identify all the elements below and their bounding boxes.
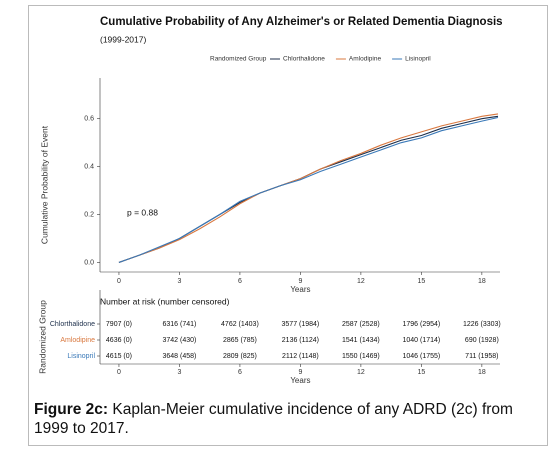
risk-cell: 3742 (430) [163,337,197,344]
risk-cell: 4762 (1403) [221,321,259,328]
risk-x-tick-label: 6 [238,369,242,376]
risk-cell: 711 (1958) [465,353,498,360]
risk-cell: 1226 (3303) [463,321,501,328]
risk-cell: 1046 (1755) [402,353,440,360]
risk-x-tick-label: 0 [117,369,121,376]
legend-label: Lisinopril [405,56,431,63]
risk-cell: 2112 (1148) [282,353,319,360]
risk-cell: 3648 (458) [163,353,197,360]
legend-label: Chlorthalidone [283,56,325,63]
curve [118,116,499,263]
x-tick-label: 6 [238,278,242,285]
risk-x-tick-label: 12 [357,369,365,376]
y-tick-label: 0.6 [84,116,94,123]
risk-cell: 1040 (1714) [402,337,440,344]
risk-x-tick-label: 3 [177,369,181,376]
caption-label: Figure 2c: [34,401,109,418]
risk-cell: 2587 (2528) [342,321,380,328]
y-tick-label: 0.0 [84,259,94,266]
risk-title: Number at risk (number censored) [100,296,230,306]
risk-x-label: Years [290,376,310,385]
risk-x-tick-label: 15 [417,369,425,376]
x-tick-label: 0 [117,278,121,285]
y-tick-label: 0.4 [84,163,94,170]
risk-cell: 1541 (1434) [342,337,380,344]
x-tick-label: 12 [357,278,365,285]
risk-row-label: Amlodipine [60,337,95,344]
x-tick-label: 9 [298,278,302,285]
risk-cell: 3577 (1984) [282,321,320,328]
chart-title: Cumulative Probability of Any Alzheimer'… [100,16,503,28]
x-tick-label: 3 [177,278,181,285]
legend-label: Amlodipine [349,56,382,63]
risk-row-label: Chlorthalidone [50,321,95,328]
risk-row-label: Lisinopril [67,353,95,360]
caption: Figure 2c: Kaplan-Meier cumulative incid… [34,400,534,438]
risk-x-tick-label: 18 [478,369,486,376]
curve [118,113,499,263]
x-axis-label: Years [290,285,310,294]
figure [28,5,548,446]
risk-cell: 7907 (0) [106,321,132,328]
risk-x-tick-label: 9 [298,369,302,376]
chart: Cumulative Probability of Any Alzheimer'… [37,16,503,385]
x-tick-label: 15 [417,278,425,285]
legend-title: Randomized Group [210,56,267,63]
chart-subtitle: (1999-2017) [100,34,146,44]
risk-y-label: Randomized Group [37,300,47,374]
x-tick-label: 18 [478,278,486,285]
risk-cell: 2809 (825) [223,353,257,360]
risk-cell: 690 (1928) [465,337,499,344]
risk-cell: 1550 (1469) [342,353,380,360]
risk-cell: 6316 (741) [163,321,197,328]
risk-cell: 2865 (785) [223,337,257,344]
risk-cell: 4615 (0) [106,353,132,360]
caption-text: Kaplan-Meier cumulative incidence of any… [34,401,513,437]
risk-cell: 4636 (0) [106,337,132,344]
y-axis-label: Cumulative Probability of Event [39,125,49,244]
risk-cell: 2136 (1124) [282,337,319,344]
y-tick-label: 0.2 [84,211,94,218]
annotation: p = 0.88 [127,207,158,217]
risk-cell: 1796 (2954) [402,321,440,328]
